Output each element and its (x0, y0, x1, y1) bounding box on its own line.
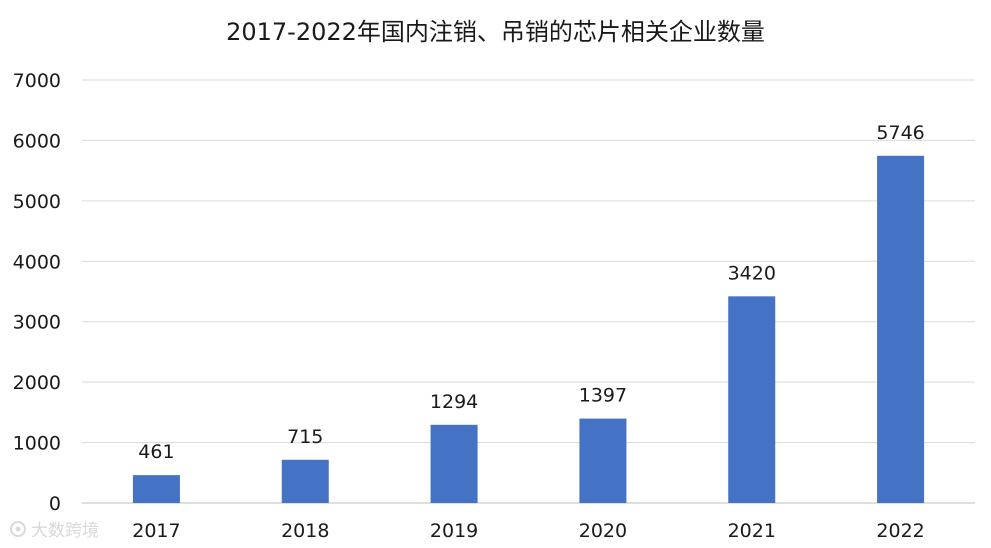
data-label: 5746 (876, 122, 924, 144)
y-tick-label: 4000 (13, 251, 61, 273)
bar (281, 459, 329, 503)
x-axis: 2017 2018 2019 2020 2021 2022 (132, 520, 925, 542)
data-label: 1397 (579, 385, 627, 407)
y-tick-label: 5000 (13, 191, 61, 213)
x-tick-label: 2019 (430, 520, 478, 542)
x-tick-label: 2017 (132, 520, 180, 542)
data-label: 461 (138, 441, 174, 463)
bar (132, 475, 180, 503)
y-tick-label: 2000 (13, 372, 61, 394)
y-axis: 0 1000 2000 3000 4000 5000 6000 7000 (13, 70, 61, 515)
data-label: 715 (287, 426, 323, 448)
watermark-text: 大数跨境 (31, 521, 99, 541)
chart-title: 2017-2022年国内注销、吊销的芯片相关企业数量 (226, 18, 765, 46)
bar (877, 155, 925, 503)
bar (579, 418, 627, 503)
watermark-logo-icon (10, 520, 26, 537)
y-tick-label: 3000 (13, 312, 61, 334)
bars (132, 155, 925, 503)
data-label: 1294 (430, 391, 478, 413)
y-tick-label: 6000 (13, 130, 61, 152)
data-labels: 461 715 1294 1397 3420 5746 (138, 122, 924, 463)
x-tick-label: 2018 (281, 520, 329, 542)
y-tick-label: 7000 (13, 70, 61, 92)
bar (728, 296, 776, 503)
y-tick-label: 0 (49, 493, 61, 515)
gridlines (82, 79, 975, 504)
x-tick-label: 2021 (728, 520, 776, 542)
bar (430, 424, 478, 503)
x-tick-label: 2020 (579, 520, 627, 542)
y-tick-label: 1000 (13, 433, 61, 455)
data-label: 3420 (728, 262, 776, 284)
watermark: 大数跨境 (8, 516, 99, 541)
x-tick-label: 2022 (876, 520, 924, 542)
